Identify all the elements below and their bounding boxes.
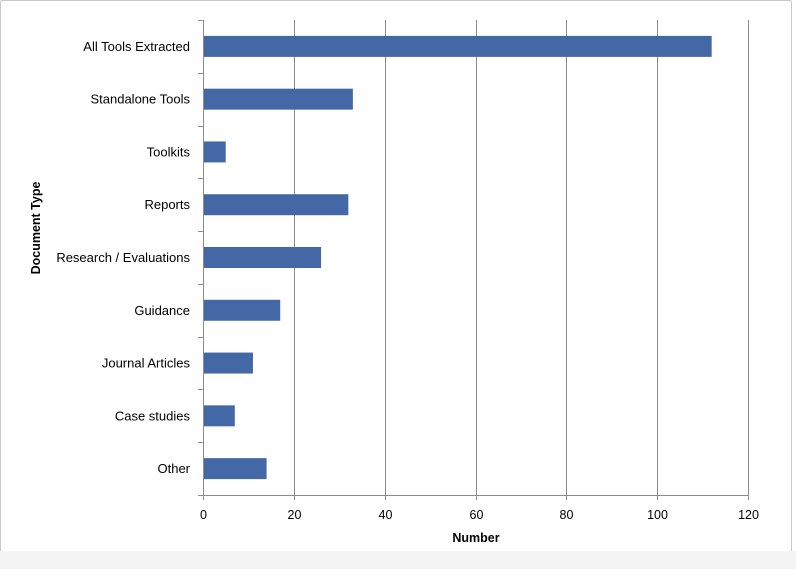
bar-case-studies	[204, 405, 235, 427]
category-label: Standalone Tools	[90, 92, 190, 107]
x-tick-label: 0	[200, 508, 207, 522]
bars	[204, 35, 712, 480]
x-tick-label: 40	[379, 508, 393, 522]
x-tick-label: 100	[647, 508, 668, 522]
bar-journal-articles	[204, 352, 253, 374]
window-bottom-band	[0, 551, 796, 569]
bar-standalone-tools	[204, 88, 353, 110]
category-label: Guidance	[134, 303, 190, 318]
category-label: Reports	[144, 197, 190, 212]
x-tick-label: 80	[560, 508, 574, 522]
x-tick-label: 120	[738, 508, 759, 522]
category-label: Research / Evaluations	[56, 250, 190, 265]
bar-other	[204, 458, 267, 480]
bar-all-tools-extracted	[204, 35, 712, 57]
bar-guidance	[204, 299, 281, 321]
labels: 0 20 40 60 80 100 120 All Tools Extracted Standa…	[56, 39, 759, 522]
bar-research-evaluations	[204, 247, 322, 268]
category-label: Other	[157, 461, 190, 476]
x-tick-label: 60	[470, 508, 484, 522]
category-label: All Tools Extracted	[83, 39, 190, 54]
category-label: Toolkits	[147, 144, 191, 159]
gridlines	[294, 20, 749, 495]
bar-reports	[204, 194, 349, 216]
x-tick-label: 20	[288, 508, 302, 522]
category-label: Journal Articles	[102, 356, 191, 371]
bar-toolkits	[204, 141, 226, 163]
y-axis-title: Document Type	[29, 182, 43, 275]
axes	[198, 20, 749, 500]
x-axis-title: Number	[452, 531, 499, 545]
category-label: Case studies	[115, 408, 191, 423]
